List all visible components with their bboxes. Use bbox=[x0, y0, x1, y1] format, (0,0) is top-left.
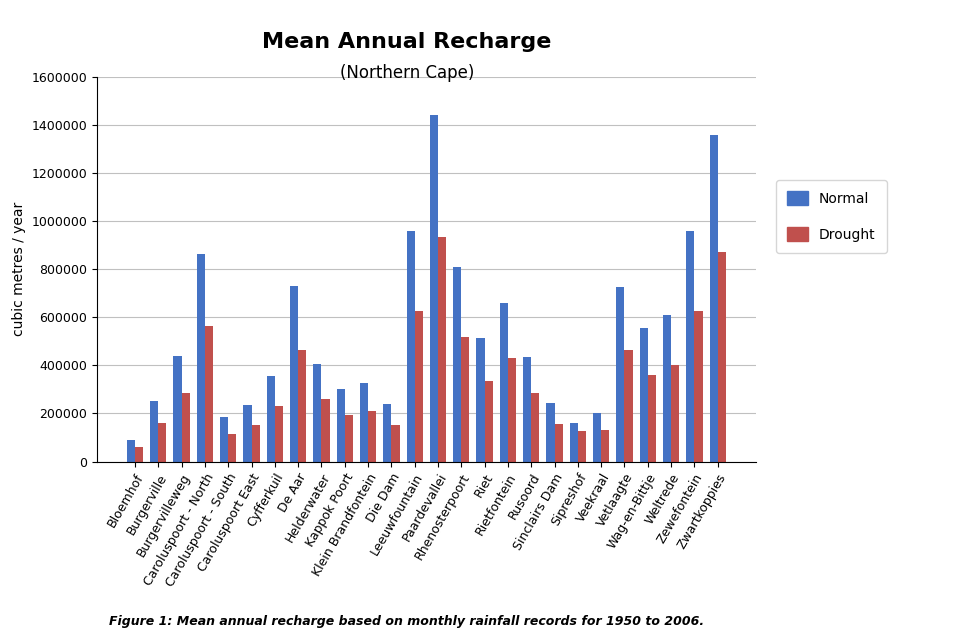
Bar bbox=[407, 231, 415, 462]
Bar bbox=[197, 254, 204, 462]
Bar bbox=[430, 115, 438, 462]
Text: (Northern Cape): (Northern Cape) bbox=[340, 64, 474, 82]
Bar bbox=[663, 315, 672, 462]
Bar bbox=[275, 406, 283, 462]
Bar bbox=[484, 381, 493, 462]
Bar bbox=[640, 328, 648, 462]
Bar bbox=[672, 365, 679, 462]
Bar bbox=[570, 423, 578, 462]
Bar bbox=[266, 376, 275, 462]
Bar bbox=[298, 350, 306, 462]
Bar bbox=[204, 326, 213, 462]
Bar bbox=[477, 338, 484, 462]
Bar bbox=[313, 364, 322, 462]
Bar bbox=[229, 434, 236, 462]
Bar bbox=[150, 401, 158, 462]
Bar bbox=[322, 399, 329, 462]
Bar bbox=[384, 404, 391, 462]
Legend: Normal, Drought: Normal, Drought bbox=[776, 180, 887, 253]
Bar bbox=[252, 426, 260, 462]
Text: Mean Annual Recharge: Mean Annual Recharge bbox=[263, 32, 551, 52]
Bar bbox=[173, 356, 181, 462]
Bar bbox=[531, 393, 540, 462]
Bar bbox=[554, 424, 563, 462]
Bar bbox=[523, 357, 531, 462]
Bar bbox=[500, 303, 508, 462]
Bar bbox=[601, 430, 610, 462]
Bar bbox=[508, 358, 516, 462]
Bar bbox=[127, 440, 135, 462]
Bar bbox=[695, 312, 703, 462]
Bar bbox=[547, 403, 554, 462]
Bar bbox=[290, 286, 298, 462]
Bar bbox=[593, 413, 601, 462]
Bar bbox=[686, 231, 695, 462]
Bar bbox=[336, 389, 345, 462]
Bar bbox=[243, 405, 252, 462]
Bar bbox=[616, 287, 624, 462]
Bar bbox=[718, 253, 726, 462]
Bar bbox=[391, 426, 399, 462]
Bar bbox=[359, 383, 368, 462]
Bar bbox=[648, 375, 656, 462]
Bar bbox=[181, 393, 190, 462]
Text: Figure 1: Mean annual recharge based on monthly rainfall records for 1950 to 200: Figure 1: Mean annual recharge based on … bbox=[109, 615, 704, 628]
Bar bbox=[578, 431, 586, 462]
Bar bbox=[624, 350, 633, 462]
Bar bbox=[345, 415, 353, 462]
Bar bbox=[461, 337, 469, 462]
Bar bbox=[368, 411, 376, 462]
Bar bbox=[415, 312, 422, 462]
Bar bbox=[220, 417, 229, 462]
Bar bbox=[135, 447, 143, 462]
Bar bbox=[438, 237, 446, 462]
Bar bbox=[453, 267, 461, 462]
Y-axis label: cubic metres / year: cubic metres / year bbox=[12, 202, 26, 337]
Bar bbox=[709, 135, 718, 462]
Bar bbox=[158, 423, 167, 462]
